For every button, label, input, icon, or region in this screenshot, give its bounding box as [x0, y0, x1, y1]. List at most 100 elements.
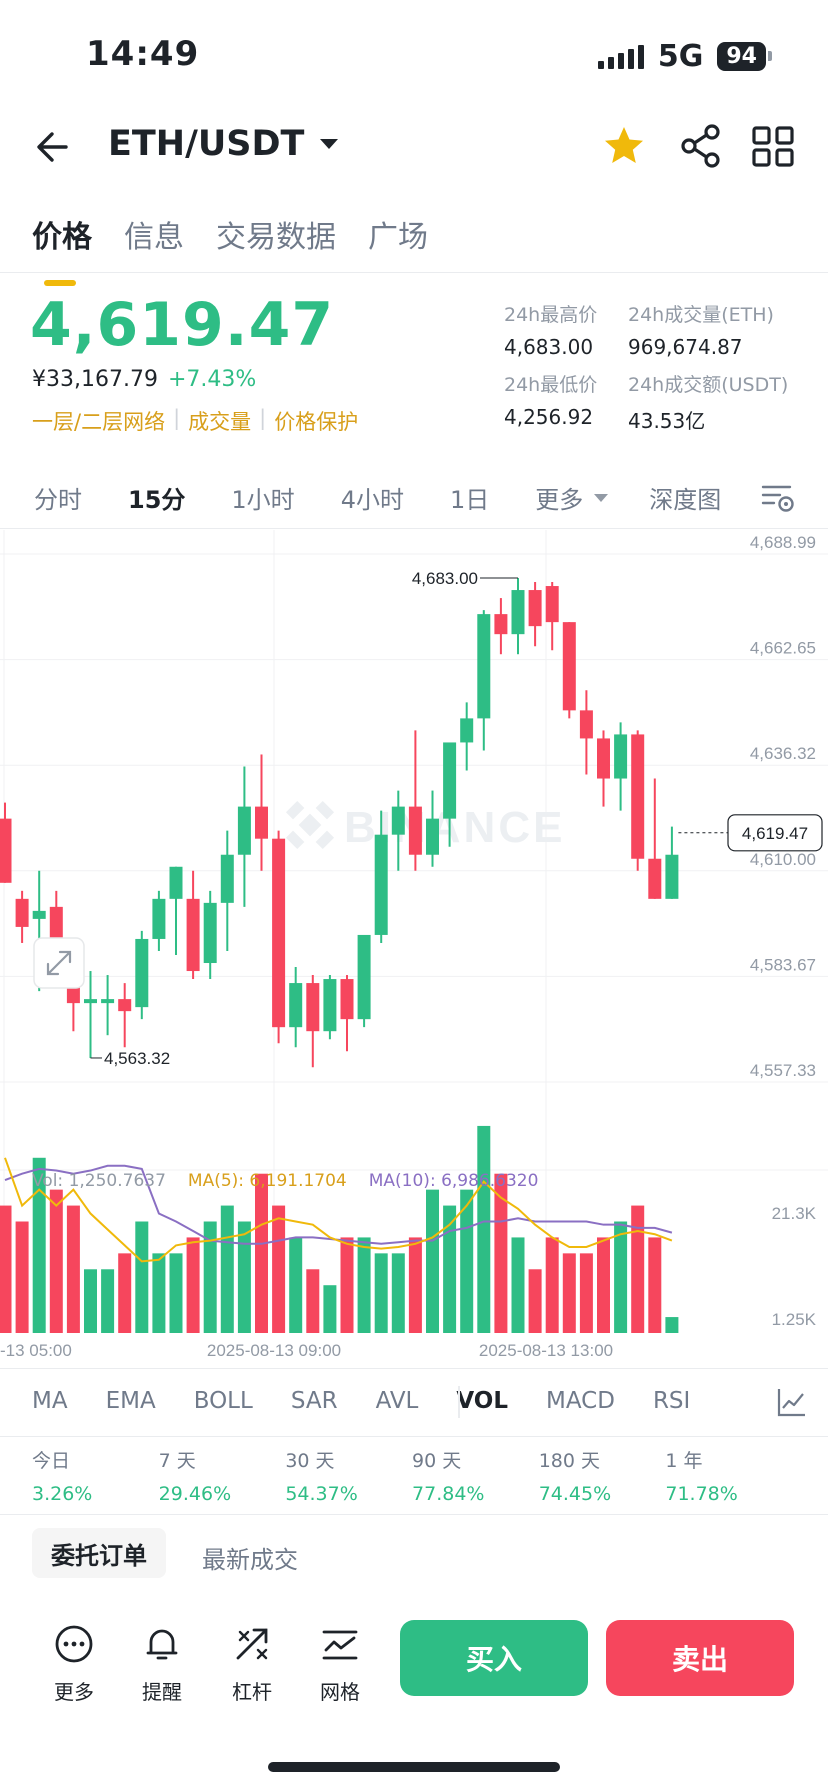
indicator-boll[interactable]: BOLL [193, 1388, 253, 1414]
pair-selector[interactable]: ETH/USDT [108, 124, 340, 164]
signal-icon [597, 43, 644, 69]
price-change: +7.43% [167, 367, 257, 392]
share-icon[interactable] [678, 122, 724, 170]
stat-value: 43.53亿 [628, 409, 706, 433]
perf-30d: 30 天 54.37% [285, 1446, 412, 1505]
perf-value: 54.37% [285, 1483, 358, 1505]
candle-body [443, 742, 457, 819]
grid-trading-icon [322, 1630, 358, 1660]
volume-bar [15, 1221, 29, 1333]
tab-price[interactable]: 价格 [32, 212, 92, 286]
back-arrow-icon[interactable] [30, 122, 80, 172]
perf-value: 74.45% [538, 1483, 612, 1505]
tab-recent-trades[interactable]: 最新成交 [202, 1546, 298, 1574]
caret-down-icon [320, 139, 339, 149]
caret-down-icon [594, 493, 609, 502]
candle-body [186, 898, 200, 972]
interval-4h[interactable]: 4小时 [340, 486, 404, 514]
volume-bar [562, 1253, 576, 1333]
star-icon[interactable] [600, 122, 648, 170]
price-sub: ¥33,167.79 +7.43% [32, 367, 256, 392]
volume-bar [272, 1205, 286, 1333]
candle-body [511, 590, 525, 635]
ma5-line [4, 1157, 673, 1263]
volume-bar [66, 1205, 80, 1333]
indicator-ma[interactable]: MA [32, 1388, 68, 1414]
stat-24h-low: 24h最低价 4,256.92 [504, 370, 597, 429]
tab-square[interactable]: 广场 [368, 220, 428, 255]
volume-legend: Vol: 1,250.7637 MA(5): 6,191.1704 MA(10)… [32, 1171, 538, 1191]
stat-label: 24h成交额(USDT) [628, 374, 789, 396]
perf-value: 3.26% [32, 1483, 93, 1505]
candle-body [272, 838, 286, 1028]
perf-1y: 1 年 71.78% [665, 1446, 792, 1505]
divider [0, 1368, 828, 1369]
volume-bar [391, 1253, 405, 1333]
margin-button[interactable]: 杠杆 [212, 1624, 292, 1705]
volume-bar [118, 1253, 132, 1333]
volume-bar [408, 1237, 422, 1333]
tab-info[interactable]: 信息 [124, 220, 184, 255]
volume-bar [255, 1173, 268, 1333]
tab-open-orders[interactable]: 委托订单 [32, 1528, 166, 1578]
tab-trading-data[interactable]: 交易数据 [216, 220, 336, 255]
pair-name: ETH/USDT [108, 124, 305, 164]
indicator-vol[interactable]: VOL [456, 1388, 508, 1414]
tag-price-protection[interactable]: 价格保护 [274, 410, 359, 434]
bell-icon [146, 1629, 178, 1660]
candle-body [289, 983, 303, 1028]
perf-label: 7 天 [158, 1450, 196, 1472]
volume-bar [152, 1253, 166, 1333]
buy-button[interactable]: 买入 [400, 1620, 588, 1696]
candlestick-chart[interactable]: BINANCE 4,688.994,662.654,636.324,610.00… [0, 530, 828, 1370]
grid-trading-button[interactable]: 网格 [300, 1624, 380, 1705]
volume-bar [203, 1221, 217, 1333]
interval-time[interactable]: 分时 [34, 486, 82, 514]
interval-15m[interactable]: 15分 [128, 486, 186, 514]
price-axis-label: 4,583.67 [750, 955, 816, 974]
volume-bar [443, 1205, 457, 1333]
candle-body [203, 902, 217, 964]
indicator-rsi[interactable]: RSI [652, 1388, 691, 1414]
interval-1h[interactable]: 1小时 [231, 486, 295, 514]
price-axis-label: 4,662.65 [750, 639, 816, 658]
candle-body [101, 999, 115, 1004]
candle-body [631, 734, 645, 859]
ma10-value: MA(10): 6,986.6320 [368, 1171, 539, 1191]
volume-bar [135, 1221, 149, 1333]
candle-body [357, 934, 371, 1020]
perf-value: 77.84% [412, 1483, 485, 1505]
low-marker-label: 4,563.32 [104, 1049, 170, 1068]
last-price: 4,619.47 [30, 290, 335, 360]
volume-bar [32, 1157, 46, 1333]
indicator-macd[interactable]: MACD [545, 1388, 615, 1414]
depth-chart-tab[interactable]: 深度图 [649, 486, 722, 514]
tag-links: 一层/二层网络 | 成交量 | 价格保护 [32, 406, 359, 434]
interval-more[interactable]: 更多 [535, 480, 609, 515]
perf-today: 今日 3.26% [32, 1446, 159, 1505]
candle-body [408, 806, 422, 855]
tag-volume[interactable]: 成交量 [188, 410, 252, 434]
indicator-settings-icon[interactable] [776, 1386, 808, 1418]
sell-button[interactable]: 卖出 [606, 1620, 794, 1696]
margin-label: 杠杆 [232, 1680, 272, 1704]
expand-chart-icon[interactable] [33, 937, 85, 989]
volume-bar [426, 1189, 439, 1333]
alert-button[interactable]: 提醒 [122, 1624, 202, 1705]
grid-icon[interactable] [750, 122, 796, 170]
more-button[interactable]: 更多 [34, 1624, 114, 1705]
tag-layer-network[interactable]: 一层/二层网络 [32, 410, 166, 434]
volume-bar [306, 1269, 320, 1333]
volume-bar [101, 1269, 115, 1333]
chart-settings-icon[interactable] [760, 480, 796, 514]
interval-1d[interactable]: 1日 [449, 486, 490, 514]
stat-label: 24h最低价 [504, 374, 598, 396]
battery-icon: 94 [717, 41, 772, 71]
indicator-avl[interactable]: AVL [375, 1388, 419, 1414]
volume-bar [579, 1253, 593, 1333]
indicator-ema[interactable]: EMA [105, 1388, 156, 1414]
volume-bar [49, 1189, 63, 1333]
volume-axis-label: 1.25K [772, 1310, 817, 1329]
indicator-sar[interactable]: SAR [290, 1388, 338, 1414]
volume-bar [511, 1237, 525, 1333]
